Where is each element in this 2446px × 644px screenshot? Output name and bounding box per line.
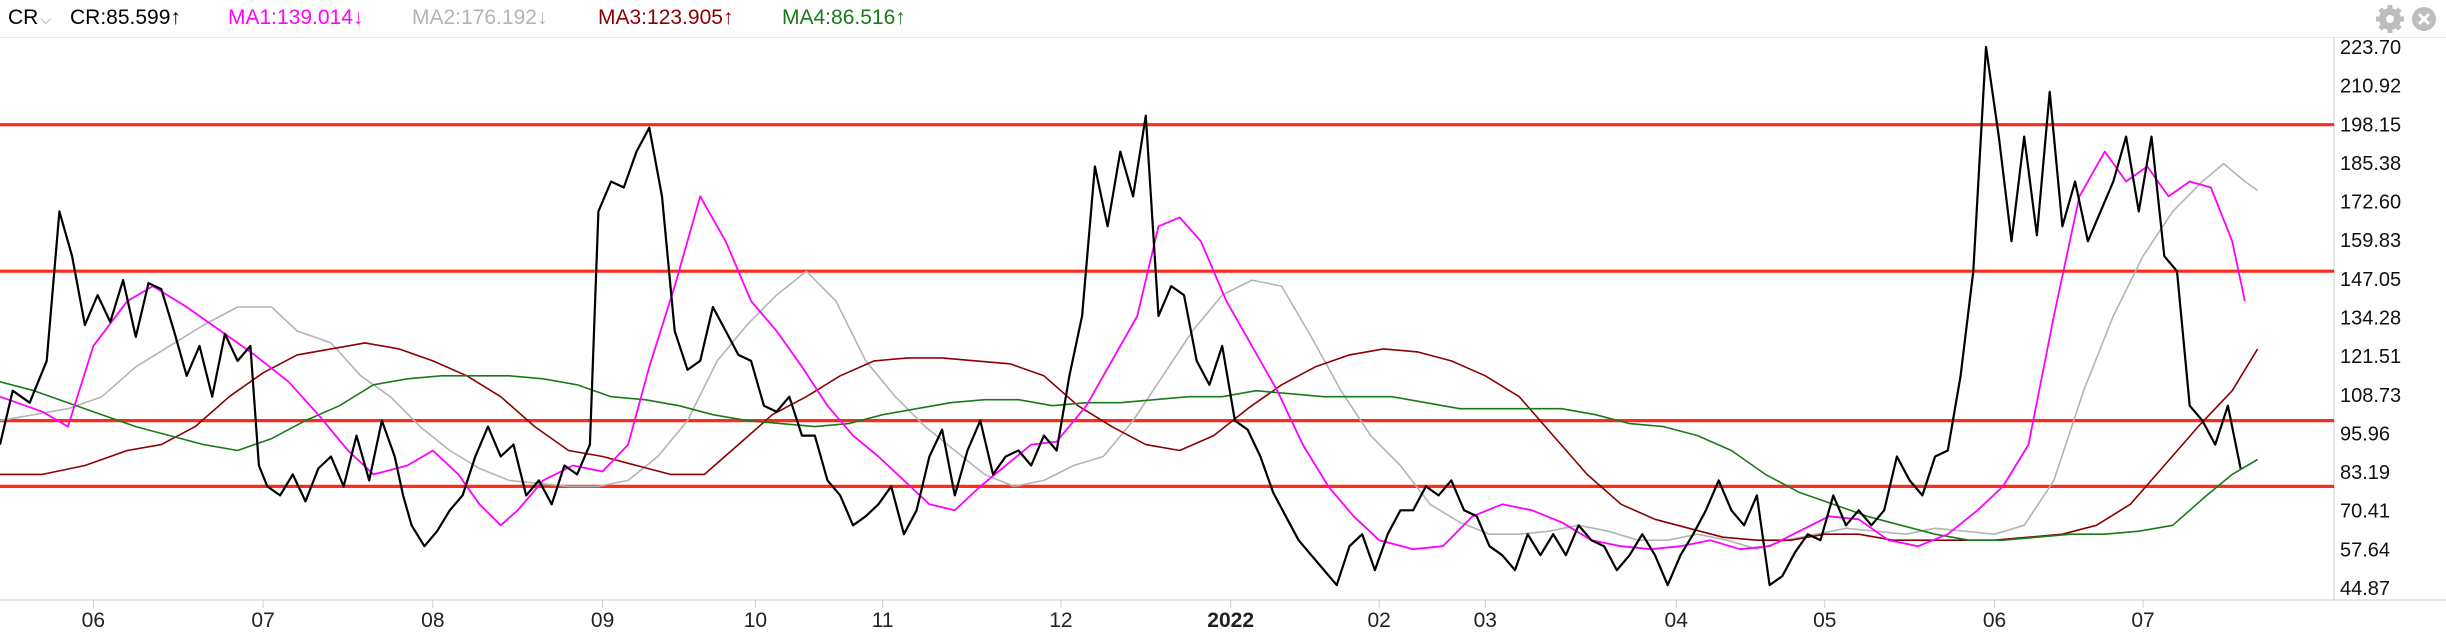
gear-icon[interactable] [2376,5,2404,33]
chevron-down-icon[interactable]: ⌵ [40,11,51,27]
x-tick-label: 10 [744,609,767,632]
x-tick-label: 07 [251,609,274,632]
x-axis: 06 07 08 09 10 11 12 2022 02 03 04 05 06 07 [82,600,2155,632]
indicator-legend: CR ⌵ CR:85.599↑ MA1:139.014↓ MA2:176.192↓… [0,0,2446,38]
x-tick-label: 07 [2131,609,2154,632]
legend-cr-arrow: ↑ [170,6,181,29]
x-tick-label: 09 [591,609,614,632]
series-group [0,45,2259,587]
y-tick-label: 147.05 [2340,269,2401,291]
legend-ma3-arrow: ↑ [722,6,734,29]
x-tick-label: 05 [1813,609,1836,632]
reference-lines [0,123,2334,489]
legend-item-ma4: MA4:86.516↑ [782,5,906,31]
legend-item-ma2: MA2:176.192↓ [412,5,547,31]
y-tick-label: 70.41 [2340,501,2390,523]
x-tick-label: 06 [82,609,105,632]
y-tick-label: 121.51 [2340,346,2401,368]
x-tick-label: 06 [1983,609,2006,632]
close-icon[interactable] [2412,7,2436,31]
legend-ma2-arrow: ↓ [536,6,548,29]
x-tick-label: 08 [421,609,444,632]
series-cr-line [0,45,2242,587]
chart-tools [2376,4,2440,39]
legend-item-cr: CR:85.599↑ [70,5,181,31]
x-tick-label: 12 [1049,609,1072,632]
y-tick-label: 159.83 [2340,230,2401,252]
legend-item-ma3: MA3:123.905↑ [598,5,733,31]
y-tick-label: 57.64 [2340,539,2390,561]
y-tick-label: 83.19 [2340,462,2390,484]
y-tick-label: 172.60 [2340,192,2401,214]
legend-ma2-value: MA2:176.192 [412,6,537,29]
y-tick-label: 134.28 [2340,308,2401,330]
legend-item-ma1: MA1:139.014↓ [228,5,363,31]
x-tick-label: 2022 [1207,609,1254,632]
x-tick-label: 11 [872,609,894,632]
y-tick-label: 44.87 [2340,578,2390,600]
series-ma3-line [0,342,2259,541]
y-axis: 223.70 210.92 198.15 185.38 172.60 159.83 147.… [2340,37,2401,600]
y-tick-label: 210.92 [2340,76,2401,98]
y-tick-label: 108.73 [2340,385,2401,407]
series-ma2-line [0,162,2259,550]
legend-ma1-arrow: ↓ [352,6,364,29]
x-tick-label: 04 [1665,609,1689,632]
legend-ma4-arrow: ↑ [895,6,906,29]
x-tick-label: 02 [1368,609,1391,632]
indicator-name[interactable]: CR ⌵ [8,5,51,32]
y-tick-label: 198.15 [2340,114,2401,136]
indicator-name-label: CR [8,6,39,29]
x-tick-label: 03 [1474,609,1497,632]
y-tick-label: 95.96 [2340,423,2390,445]
plot-frame [0,38,2446,601]
series-ma4-line [0,375,2259,541]
y-tick-label: 185.38 [2340,153,2401,175]
legend-ma4-value: MA4:86.516 [782,6,896,29]
legend-ma3-value: MA3:123.905 [598,6,723,29]
y-tick-label: 223.70 [2340,37,2401,59]
series-ma1-line [0,150,2246,551]
legend-cr-value: CR:85.599 [70,6,171,29]
legend-ma1-value: MA1:139.014 [228,6,353,29]
